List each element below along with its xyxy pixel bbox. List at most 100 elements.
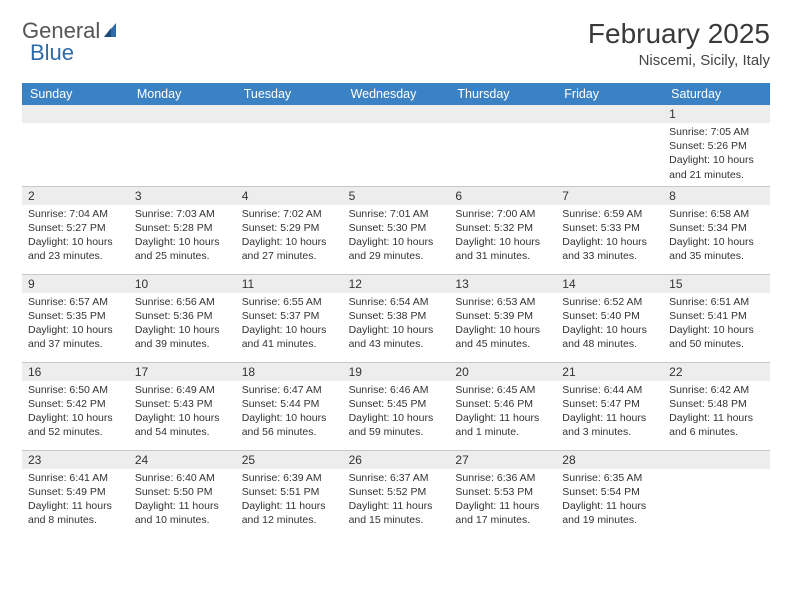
day-sunrise: Sunrise: 6:39 AM — [242, 471, 337, 485]
calendar-cell: 11Sunrise: 6:55 AMSunset: 5:37 PMDayligh… — [236, 274, 343, 362]
day-dl1: Daylight: 10 hours — [135, 235, 230, 249]
day-content: Sunrise: 7:05 AMSunset: 5:26 PMDaylight:… — [663, 123, 770, 186]
calendar-cell: 25Sunrise: 6:39 AMSunset: 5:51 PMDayligh… — [236, 450, 343, 538]
day-dl1: Daylight: 10 hours — [455, 235, 550, 249]
day-content: Sunrise: 6:40 AMSunset: 5:50 PMDaylight:… — [129, 469, 236, 532]
day-number-bar — [22, 105, 129, 123]
day-number-bar: 17 — [129, 363, 236, 381]
day-dl1: Daylight: 10 hours — [669, 235, 764, 249]
day-sunset: Sunset: 5:45 PM — [349, 397, 444, 411]
day-number-bar: 13 — [449, 275, 556, 293]
day-content: Sunrise: 6:39 AMSunset: 5:51 PMDaylight:… — [236, 469, 343, 532]
day-dl2: and 6 minutes. — [669, 425, 764, 439]
day-dl1: Daylight: 10 hours — [669, 153, 764, 167]
day-content: Sunrise: 7:04 AMSunset: 5:27 PMDaylight:… — [22, 205, 129, 268]
calendar-cell: 15Sunrise: 6:51 AMSunset: 5:41 PMDayligh… — [663, 274, 770, 362]
calendar-cell: 4Sunrise: 7:02 AMSunset: 5:29 PMDaylight… — [236, 186, 343, 274]
calendar-cell: 20Sunrise: 6:45 AMSunset: 5:46 PMDayligh… — [449, 362, 556, 450]
day-content: Sunrise: 6:36 AMSunset: 5:53 PMDaylight:… — [449, 469, 556, 532]
day-sunset: Sunset: 5:43 PM — [135, 397, 230, 411]
day-content: Sunrise: 6:47 AMSunset: 5:44 PMDaylight:… — [236, 381, 343, 444]
day-dl2: and 43 minutes. — [349, 337, 444, 351]
day-number-bar: 25 — [236, 451, 343, 469]
calendar-cell: 12Sunrise: 6:54 AMSunset: 5:38 PMDayligh… — [343, 274, 450, 362]
logo-sail-icon — [102, 21, 122, 41]
day-dl1: Daylight: 11 hours — [669, 411, 764, 425]
day-dl2: and 59 minutes. — [349, 425, 444, 439]
day-content: Sunrise: 6:50 AMSunset: 5:42 PMDaylight:… — [22, 381, 129, 444]
day-number-bar: 11 — [236, 275, 343, 293]
calendar-cell: 7Sunrise: 6:59 AMSunset: 5:33 PMDaylight… — [556, 186, 663, 274]
day-sunrise: Sunrise: 7:01 AM — [349, 207, 444, 221]
day-sunrise: Sunrise: 6:55 AM — [242, 295, 337, 309]
day-sunset: Sunset: 5:44 PM — [242, 397, 337, 411]
day-sunset: Sunset: 5:52 PM — [349, 485, 444, 499]
day-sunrise: Sunrise: 7:00 AM — [455, 207, 550, 221]
day-number-bar: 12 — [343, 275, 450, 293]
day-number-bar: 8 — [663, 187, 770, 205]
calendar-cell — [22, 105, 129, 186]
calendar-header-row: Sunday Monday Tuesday Wednesday Thursday… — [22, 83, 770, 105]
day-sunset: Sunset: 5:36 PM — [135, 309, 230, 323]
day-sunrise: Sunrise: 6:40 AM — [135, 471, 230, 485]
day-number-bar: 10 — [129, 275, 236, 293]
day-sunrise: Sunrise: 6:51 AM — [669, 295, 764, 309]
day-sunrise: Sunrise: 7:03 AM — [135, 207, 230, 221]
calendar-cell: 24Sunrise: 6:40 AMSunset: 5:50 PMDayligh… — [129, 450, 236, 538]
day-sunrise: Sunrise: 6:50 AM — [28, 383, 123, 397]
day-content: Sunrise: 6:41 AMSunset: 5:49 PMDaylight:… — [22, 469, 129, 532]
calendar-cell — [449, 105, 556, 186]
calendar-cell: 17Sunrise: 6:49 AMSunset: 5:43 PMDayligh… — [129, 362, 236, 450]
day-number-bar: 27 — [449, 451, 556, 469]
day-dl1: Daylight: 10 hours — [349, 411, 444, 425]
day-number-bar: 2 — [22, 187, 129, 205]
calendar-cell: 28Sunrise: 6:35 AMSunset: 5:54 PMDayligh… — [556, 450, 663, 538]
calendar-cell: 27Sunrise: 6:36 AMSunset: 5:53 PMDayligh… — [449, 450, 556, 538]
day-dl1: Daylight: 11 hours — [242, 499, 337, 513]
day-dl2: and 31 minutes. — [455, 249, 550, 263]
day-sunrise: Sunrise: 6:57 AM — [28, 295, 123, 309]
day-dl2: and 17 minutes. — [455, 513, 550, 527]
day-sunset: Sunset: 5:32 PM — [455, 221, 550, 235]
day-sunset: Sunset: 5:39 PM — [455, 309, 550, 323]
day-number-bar: 4 — [236, 187, 343, 205]
day-sunset: Sunset: 5:49 PM — [28, 485, 123, 499]
day-dl2: and 12 minutes. — [242, 513, 337, 527]
day-dl2: and 3 minutes. — [562, 425, 657, 439]
day-sunset: Sunset: 5:50 PM — [135, 485, 230, 499]
day-content: Sunrise: 6:49 AMSunset: 5:43 PMDaylight:… — [129, 381, 236, 444]
day-sunset: Sunset: 5:28 PM — [135, 221, 230, 235]
day-number-bar: 1 — [663, 105, 770, 123]
day-dl2: and 27 minutes. — [242, 249, 337, 263]
day-content: Sunrise: 6:59 AMSunset: 5:33 PMDaylight:… — [556, 205, 663, 268]
day-sunrise: Sunrise: 6:42 AM — [669, 383, 764, 397]
weekday-thursday: Thursday — [449, 83, 556, 105]
calendar-cell — [129, 105, 236, 186]
day-sunrise: Sunrise: 6:45 AM — [455, 383, 550, 397]
day-dl2: and 39 minutes. — [135, 337, 230, 351]
day-dl1: Daylight: 10 hours — [135, 411, 230, 425]
day-sunrise: Sunrise: 6:36 AM — [455, 471, 550, 485]
day-sunrise: Sunrise: 6:37 AM — [349, 471, 444, 485]
day-sunrise: Sunrise: 6:44 AM — [562, 383, 657, 397]
calendar-cell: 1Sunrise: 7:05 AMSunset: 5:26 PMDaylight… — [663, 105, 770, 186]
day-sunset: Sunset: 5:35 PM — [28, 309, 123, 323]
day-number-bar: 20 — [449, 363, 556, 381]
day-number-bar — [236, 105, 343, 123]
day-sunset: Sunset: 5:26 PM — [669, 139, 764, 153]
day-dl2: and 29 minutes. — [349, 249, 444, 263]
day-number-bar: 9 — [22, 275, 129, 293]
calendar-cell: 23Sunrise: 6:41 AMSunset: 5:49 PMDayligh… — [22, 450, 129, 538]
day-number-bar: 18 — [236, 363, 343, 381]
day-content: Sunrise: 6:55 AMSunset: 5:37 PMDaylight:… — [236, 293, 343, 356]
day-number-bar: 22 — [663, 363, 770, 381]
day-content: Sunrise: 7:02 AMSunset: 5:29 PMDaylight:… — [236, 205, 343, 268]
location: Niscemi, Sicily, Italy — [588, 52, 770, 69]
calendar-cell: 26Sunrise: 6:37 AMSunset: 5:52 PMDayligh… — [343, 450, 450, 538]
day-dl2: and 23 minutes. — [28, 249, 123, 263]
day-sunrise: Sunrise: 6:53 AM — [455, 295, 550, 309]
day-sunrise: Sunrise: 6:49 AM — [135, 383, 230, 397]
day-sunset: Sunset: 5:30 PM — [349, 221, 444, 235]
day-number-bar: 16 — [22, 363, 129, 381]
logo-part2-wrap: Blue — [30, 40, 74, 66]
